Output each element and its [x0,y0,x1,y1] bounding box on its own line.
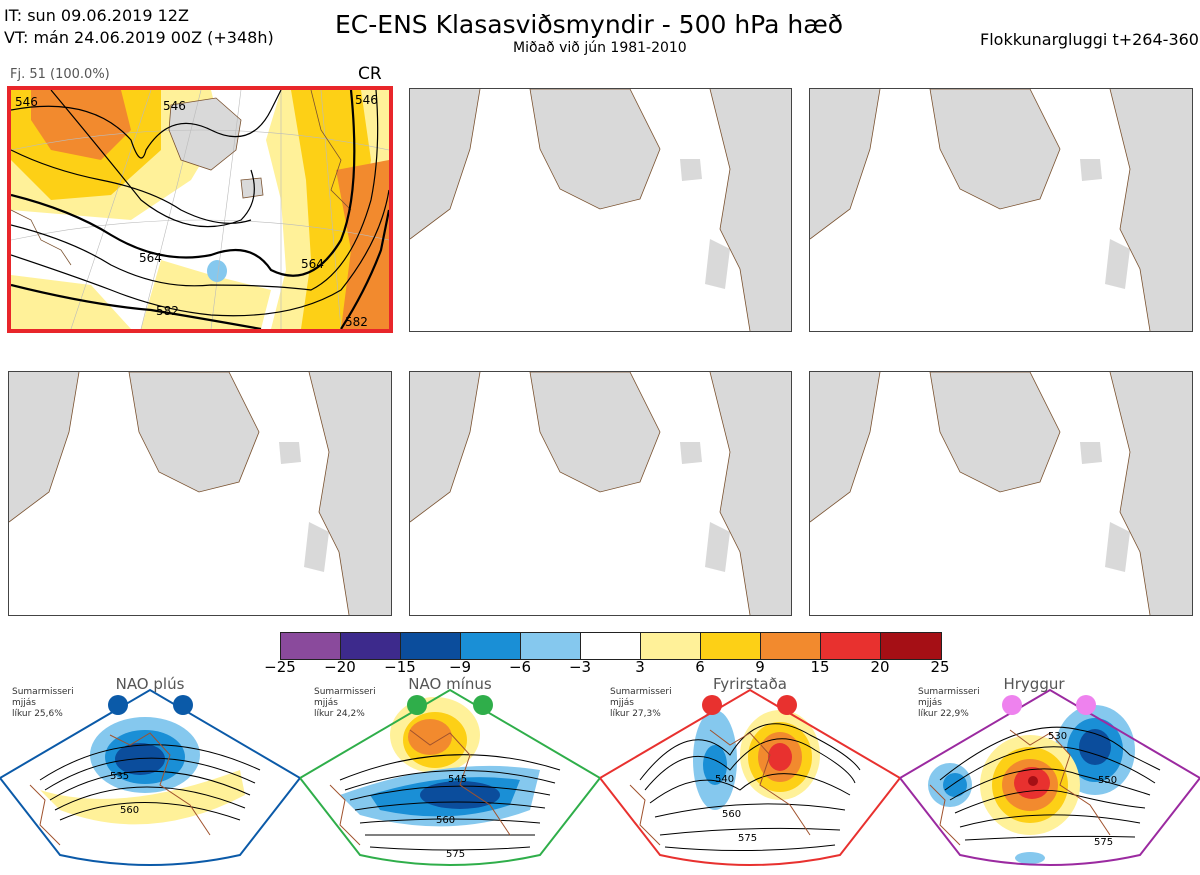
panel-3-map [810,89,1192,331]
contour-label: 582 [156,304,179,318]
regime-title: Fyrirstaða [713,675,787,693]
contour-label: 564 [139,251,162,265]
colorbar-swatch [281,633,341,659]
panel-6-map [810,372,1192,615]
regime-nao-minus: 545 560 575 NAO mínus Sumarmisseri mjjás l… [298,675,602,871]
regime-title: NAO plús [115,675,185,693]
regime-nao-plus-map: 535 560 [0,688,302,866]
contour-label: 550 [1098,775,1117,786]
contour-label: 560 [436,815,455,826]
contour-label: 575 [446,849,465,860]
regime-ridge: 530 550 575 Hryggur Sumarmisseri mjjás lík… [898,675,1200,871]
colorbar-swatch [641,633,701,659]
regime-info: Sumarmisseri mjjás líkur 25,6% [12,687,74,719]
page-title: EC-ENS Klasasviðsmyndir - 500 hPa hæð [335,10,844,39]
colorbar-swatch [521,633,581,659]
colorbar-tick-label: 20 [870,658,890,676]
cluster-panel-4[interactable] [8,371,392,616]
contour-label: 530 [1048,731,1067,742]
panel-1-cluster-tag: CR [358,64,382,84]
colorbar-tick-label: −6 [508,658,532,676]
colorbar-swatch [581,633,641,659]
page-subtitle: Miðað við jún 1981-2010 [513,40,687,56]
contour-label: 545 [448,774,467,785]
contour-label: 546 [355,93,378,107]
colorbar-tick-label: −9 [448,658,472,676]
cluster-panel-2[interactable] [409,88,792,332]
contour-label: 575 [1094,837,1113,848]
panel-2-map [410,89,791,331]
cluster-panel-5[interactable] [409,371,792,616]
colorbar-swatches [280,632,942,660]
colorbar-swatch [881,633,941,659]
colorbar-tick-label: −15 [384,658,416,676]
cluster-panel-3[interactable] [809,88,1193,332]
regime-nao-minus-map: 545 560 575 [298,688,602,866]
contour-label: 564 [301,257,324,271]
contour-label: 546 [163,99,186,113]
contour-label: 560 [722,809,741,820]
colorbar: −25 −20 −15 −9 −6 −3 3 6 9 15 20 25 [264,632,950,676]
panel-4-map [9,372,391,615]
regime-title: Hryggur [1003,675,1065,693]
colorbar-tick-label: 3 [635,658,645,676]
panel-1-map: 546 564 582 546 564 582 546 [11,90,389,329]
regime-info: Sumarmisseri mjjás líkur 27,3% [610,687,672,719]
contour-label: 582 [345,315,368,329]
regime-title: NAO mínus [408,675,492,693]
panel-5-map [410,372,791,615]
init-time: IT: sun 09.06.2019 12Z [4,6,189,25]
colorbar-tick-label: 15 [810,658,830,676]
colorbar-tick-label: 25 [930,658,950,676]
cluster-panel-6[interactable] [809,371,1193,616]
colorbar-swatch [821,633,881,659]
contour-label: 540 [715,774,734,785]
colorbar-tick-label: 6 [695,658,705,676]
regime-ridge-map: 530 550 575 [898,688,1200,866]
contour-label: 535 [110,771,129,782]
colorbar-swatch [341,633,401,659]
colorbar-swatch [701,633,761,659]
colorbar-swatch [461,633,521,659]
colorbar-tick-label: −25 [264,658,296,676]
colorbar-swatch [401,633,461,659]
colorbar-swatch [761,633,821,659]
colorbar-tick-label: 9 [755,658,765,676]
regime-info: Sumarmisseri mjjás líkur 24,2% [314,687,376,719]
regime-blocking: 540 560 575 Fyrirstaða Sumarmisseri mjjás… [598,675,902,871]
contour-label: 560 [120,805,139,816]
regime-blocking-map: 540 560 575 [598,688,902,866]
regime-nao-plus: 535 560 NAO plús Sumarmisseri mjjás líkur … [0,675,302,871]
contour-label: 575 [738,833,757,844]
regime-info: Sumarmisseri mjjás líkur 22,9% [918,687,980,719]
contour-label: 546 [15,95,38,109]
colorbar-tick-label: −3 [568,658,592,676]
valid-time: VT: mán 24.06.2019 00Z (+348h) [4,28,274,47]
classification-window: Flokkunargluggi t+264-360 [980,30,1199,49]
panel-1-member-count: Fj. 51 (100.0%) [10,67,110,82]
cluster-panel-1[interactable]: 546 564 582 546 564 582 546 [7,86,393,333]
colorbar-tick-label: −20 [324,658,356,676]
